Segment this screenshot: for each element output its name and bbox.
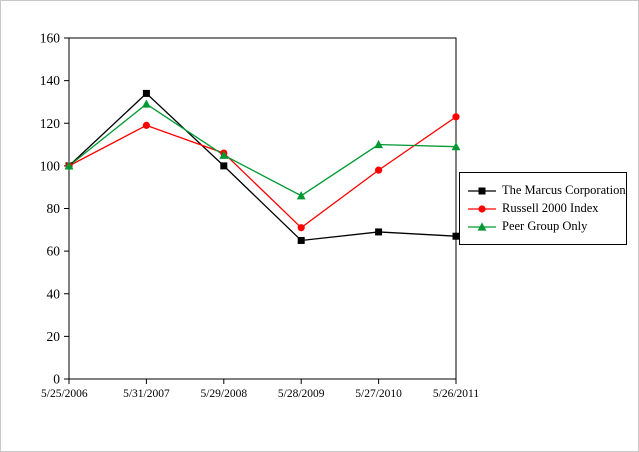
y-axis-tick-label: 40 xyxy=(47,286,61,301)
legend-item: Peer Group Only xyxy=(468,219,618,234)
legend-label: The Marcus Corporation xyxy=(502,183,626,197)
legend-swatch xyxy=(468,187,496,194)
legend-label: Peer Group Only xyxy=(502,219,588,233)
triangle-marker-icon xyxy=(477,221,487,231)
x-axis-tick-label: 5/28/2009 xyxy=(278,388,325,400)
circle-marker-icon xyxy=(452,113,460,121)
square-marker-icon xyxy=(220,162,228,170)
triangle-marker-icon xyxy=(296,191,306,200)
square-marker-icon xyxy=(375,228,383,236)
square-marker-icon xyxy=(478,187,486,194)
chart-legend: The Marcus Corporation Russell 2000 Index… xyxy=(459,172,627,245)
triangle-marker-icon xyxy=(374,139,383,149)
x-axis-tick-label: 5/25/2006 xyxy=(41,388,88,400)
plot-area-border xyxy=(68,37,457,380)
series-line xyxy=(68,103,457,197)
series-line xyxy=(68,92,457,242)
legend-item: The Marcus Corporation xyxy=(468,183,626,198)
triangle-marker-icon xyxy=(451,142,461,151)
x-axis-tick-label: 5/26/2011 xyxy=(433,388,479,400)
triangle-marker-icon xyxy=(142,99,151,108)
circle-marker-icon xyxy=(478,204,486,213)
square-marker-icon xyxy=(297,236,305,244)
legend-label: Russell 2000 Index xyxy=(502,201,599,215)
square-marker-icon xyxy=(452,232,460,240)
legend-swatch xyxy=(468,221,496,231)
circle-marker-icon xyxy=(142,121,150,129)
y-axis-tick-label: 100 xyxy=(40,158,61,173)
x-axis-tick-label: 5/27/2010 xyxy=(355,388,402,400)
y-axis-tick-label: 20 xyxy=(47,329,61,344)
y-axis-tick-label: 80 xyxy=(47,201,61,216)
y-axis-tick-label: 120 xyxy=(40,116,61,131)
legend-item: Russell 2000 Index xyxy=(468,201,618,216)
circle-marker-icon xyxy=(375,166,383,174)
square-marker-icon xyxy=(142,89,150,97)
circle-marker-icon xyxy=(297,224,305,232)
triangle-marker-icon xyxy=(64,161,74,170)
series-line xyxy=(68,116,457,229)
x-axis-tick-label: 5/29/2008 xyxy=(200,388,247,400)
y-axis-tick-label: 60 xyxy=(47,244,61,259)
y-axis-tick-label: 140 xyxy=(40,73,61,88)
x-axis-tick-label: 5/31/2007 xyxy=(123,388,170,400)
y-axis-tick-label: 160 xyxy=(40,31,61,46)
legend-swatch xyxy=(468,204,496,213)
y-axis-tick-label: 0 xyxy=(53,372,60,387)
triangle-marker-icon xyxy=(219,150,229,159)
